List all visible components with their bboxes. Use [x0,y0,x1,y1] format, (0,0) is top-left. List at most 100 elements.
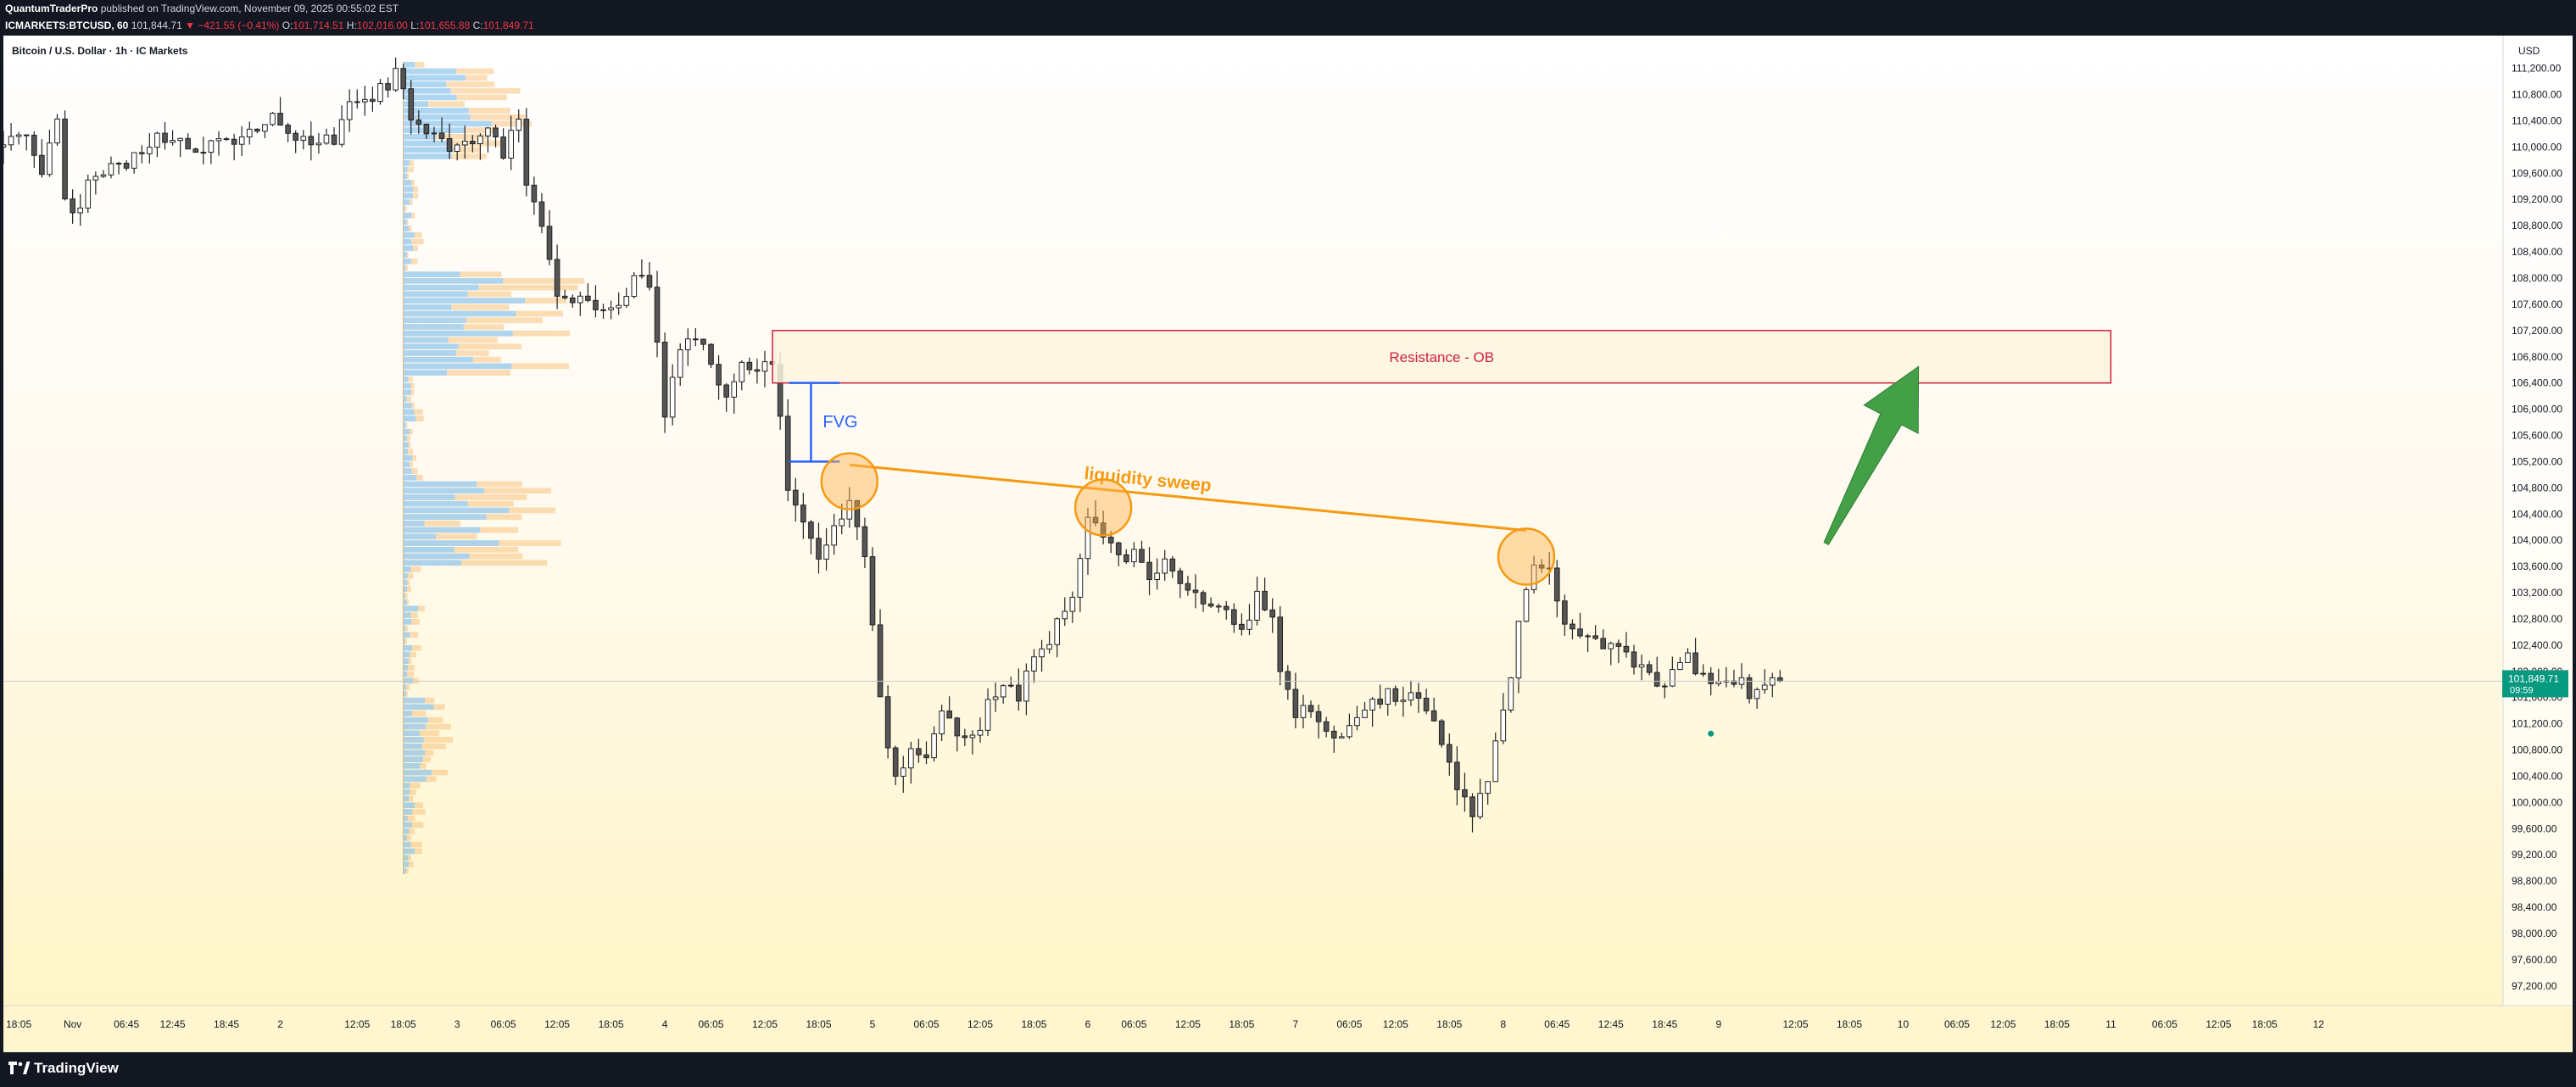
volume-profile-bar [408,376,413,382]
liquidity-sweep-line [849,463,1527,532]
volume-profile-bar [435,533,477,540]
volume-profile-bar [403,507,510,514]
volume-profile-bar [414,409,423,415]
y-tick-label: 97,600.00 [2512,954,2557,966]
tradingview-logo[interactable]: TradingView [0,1052,170,1083]
volume-profile-bar [503,278,585,284]
volume-profile-bar [411,822,424,828]
volume-profile-bar [403,310,516,317]
candle-up [761,361,768,372]
volume-profile-bar [403,723,427,730]
candle-down [784,415,791,491]
volume-profile-bar [403,795,410,802]
candle-up [900,767,906,777]
candle-down [293,132,299,141]
candle-down [408,88,415,121]
volume-profile-bar [472,356,501,363]
price-axis-panel [2503,36,2573,1052]
liquidity-circle-1 [820,452,879,510]
candle-down [523,119,530,186]
candle-up [47,142,53,176]
candle-down [162,132,168,143]
candle-down [192,148,199,153]
volume-profile-bar [416,474,423,481]
candle-down [254,128,260,132]
candle-up [377,83,383,103]
candle-up [477,135,483,145]
candle-up [1677,661,1683,671]
volume-profile-bar [511,363,570,370]
y-tick-label: 103,600.00 [2512,560,2562,572]
volume-profile-bar [414,231,422,238]
volume-profile-bar [403,783,410,789]
volume-profile-bar [403,402,412,409]
volume-profile-bar [421,743,447,750]
y-tick-label: 110,400.00 [2512,114,2562,126]
candle-up [1246,619,1252,630]
candle-up [1408,692,1414,701]
volume-profile-bar [431,769,449,776]
candle-down [1623,645,1630,653]
x-tick-label: 12:05 [1175,1018,1201,1030]
candle-up [1023,670,1029,702]
candle-up [262,124,268,132]
volume-profile-bar [403,572,408,579]
y-tick-label: 98,800.00 [2512,875,2557,887]
volume-profile-bar [403,566,411,572]
candle-down [1615,643,1622,647]
candle-up [461,140,468,146]
candle-up [1715,681,1722,684]
close-value: 101,849.71 [482,20,534,31]
candle-down [1092,516,1099,524]
candle-up [170,140,176,143]
candle-down [716,364,722,386]
volume-profile-bar [403,671,408,677]
author-name[interactable]: QuantumTraderPro [5,3,98,14]
volume-profile-bar [403,317,466,324]
x-tick-label: 12:05 [967,1018,993,1030]
candle-down [1631,651,1637,668]
candle-down [231,138,237,145]
volume-profile-bar [403,363,512,370]
candle-down [531,184,538,203]
candle-down [493,127,499,138]
volume-profile-bar [403,658,409,665]
candle-up [1485,781,1491,794]
volume-profile-bar [436,133,488,140]
volume-profile-bar [410,612,418,618]
candle-down [1146,561,1152,581]
candle-up [1254,590,1260,621]
volume-profile-bar [466,127,498,133]
volume-profile-bar [403,802,415,809]
volume-profile-bar [403,133,437,140]
low-value: 101,655.88 [419,20,471,31]
candle-down [1377,698,1383,705]
volume-profile-bar [403,199,410,205]
candle-down [654,287,661,343]
candle-up [1369,698,1375,711]
volume-profile-bar [403,763,421,769]
candle-up [623,296,630,306]
volume-profile-bar [466,317,543,324]
y-tick-label: 98,400.00 [2512,901,2557,913]
volume-profile-bar [403,665,409,671]
volume-profile-bar [403,855,409,861]
candle-down [954,717,961,737]
volume-profile-bar [403,841,411,848]
candle-down [1570,623,1575,630]
volume-profile-bar [405,422,408,428]
y-tick-label: 98,000.00 [2512,928,2557,939]
volume-profile-bar [410,258,418,265]
candle-down [1562,600,1568,625]
candle-down [554,259,560,297]
candle-down [754,369,761,372]
chart-area[interactable]: Resistance - OB FVG liquidity sweep USD 111… [3,36,2573,1052]
publish-header: QuantumTraderPro published on TradingVie… [0,0,2576,36]
volume-profile-bar [463,324,505,330]
price-change: ▼ −421.55 (−0.41%) [185,20,280,31]
candle-down [62,118,68,200]
volume-profile-bar [403,245,414,252]
volume-profile-bar [491,120,532,127]
volume-profile-bar [403,186,414,192]
